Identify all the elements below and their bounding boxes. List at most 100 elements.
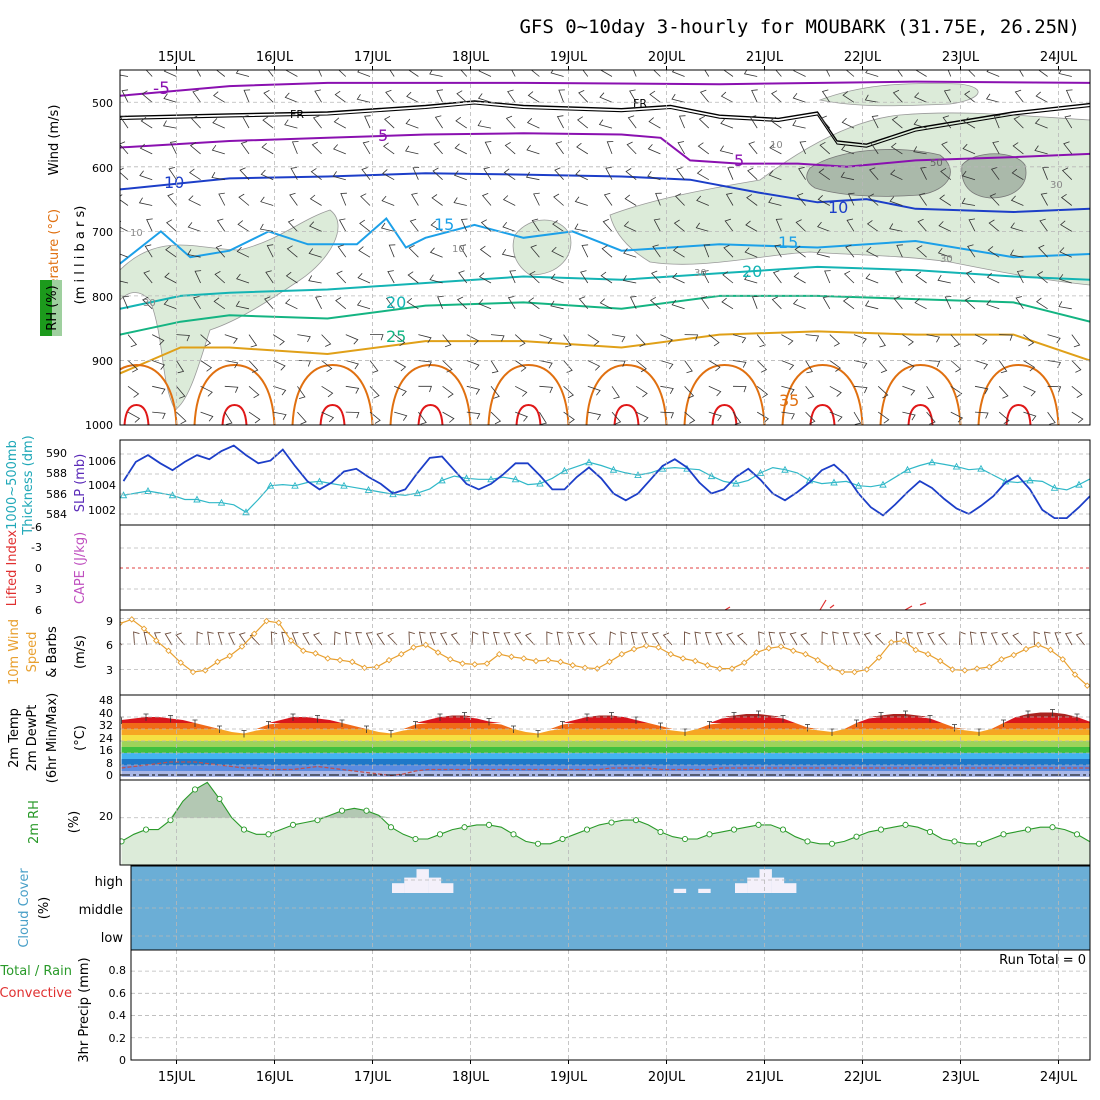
max-temp-tick [878, 712, 884, 720]
wind-barb [1035, 91, 1048, 103]
max-temp-tick [1074, 713, 1080, 721]
wind-barbs [120, 70, 1084, 425]
thickness-marker [781, 465, 789, 473]
wind-barb [539, 334, 553, 344]
wind-barb [563, 360, 573, 373]
surface-wind-barb [556, 631, 564, 646]
wind-barb [756, 360, 768, 373]
rh-contour-label: 30 [694, 268, 707, 279]
wind-barb [1061, 167, 1073, 180]
thickness-marker [952, 462, 961, 470]
wind-barb [539, 385, 553, 394]
surface-wind-barb [1043, 631, 1051, 646]
wind-barb [920, 166, 927, 180]
wind-barb [702, 270, 710, 284]
precip-tick: 0 [119, 1054, 126, 1067]
rh-marker [755, 821, 762, 828]
wind-barb [1065, 89, 1073, 103]
wind-barb [684, 411, 696, 424]
wind-barb [357, 273, 371, 284]
surface-wind-barb [302, 632, 310, 646]
wind-barb [273, 360, 286, 371]
lifted-index-axis: -6 -3 0 3 6 [31, 521, 42, 617]
high-cloud-block [392, 883, 405, 893]
wind-barb [574, 196, 588, 206]
thickness-marker [438, 476, 446, 484]
isotherm-20 [120, 265, 1090, 310]
isotherm-labels: -5 FR FR 5 5 10 10 15 15 20 20 25 35 10 … [130, 79, 1063, 410]
wind-speed-marker [692, 657, 699, 665]
wind-speed-marker [741, 659, 748, 666]
wind-barb [865, 273, 879, 284]
isotherm-40-lobe [417, 403, 444, 425]
thickness-marker [854, 481, 863, 489]
wind-barb [1047, 334, 1061, 344]
wind-barb [144, 244, 153, 258]
cloud-level-low: low [101, 931, 124, 946]
wind-barb [240, 141, 250, 155]
wind-speed-marker [532, 657, 540, 665]
wind-barb [262, 116, 274, 129]
wind-speed-marker [949, 666, 956, 673]
high-cloud-block [404, 877, 417, 893]
max-temp-tick [1001, 719, 1006, 727]
wind-barb [248, 334, 258, 348]
max-temp-tick [780, 715, 786, 723]
wind-barb [311, 141, 322, 155]
wind-barb [599, 92, 613, 103]
slp-tick: 1006 [88, 455, 116, 468]
wind-barb [418, 334, 432, 344]
surface-wind-barb [630, 631, 638, 646]
wind-speed-marker [655, 644, 662, 651]
wind-barb [633, 70, 637, 77]
wind-barb [236, 246, 250, 258]
isotherm-35-lobe [291, 363, 374, 425]
wind-barb [138, 197, 153, 206]
wind-barb [442, 385, 454, 398]
isotherm-label: 15 [778, 233, 798, 252]
wind-barb [120, 74, 129, 77]
thickness-axis-title: 1000~500mb [5, 440, 20, 530]
wind-barb [805, 411, 816, 425]
wind-barb [843, 270, 855, 284]
wind-barb [720, 118, 734, 129]
cloud-cover-axis-label: Cloud Cover [17, 868, 32, 948]
wind-barb [408, 70, 419, 77]
pressure-tick: 1000 [85, 419, 113, 432]
wind-barb [187, 222, 201, 232]
isotherm-35-lobe [389, 363, 472, 425]
wind-barb [732, 360, 747, 368]
wind-barb [771, 296, 782, 310]
rh-marker [412, 835, 419, 843]
wind-speed-marker [777, 643, 785, 650]
rh-30-band [120, 209, 339, 411]
top-date-label: 15JUL [158, 50, 196, 65]
wind-barb [437, 296, 444, 309]
wind-barb [409, 218, 419, 232]
wind-barb [708, 385, 722, 397]
wind-barb [651, 270, 661, 284]
wind-barb [793, 272, 806, 284]
wind-barb [853, 385, 868, 394]
wind-barb [211, 144, 225, 155]
max-temp-tick [217, 725, 222, 733]
wind-barb [533, 192, 540, 206]
wind-barb [601, 245, 613, 258]
wind-speed-marker [1059, 656, 1066, 663]
wind-barb [335, 297, 347, 310]
wind-barb [578, 90, 589, 103]
wind-speed-marker [263, 617, 270, 625]
top-date-label: 16JUL [256, 50, 294, 65]
isotherm-freezing-double [120, 103, 1090, 148]
isotherm-freezing [120, 100, 1090, 145]
wind-barb [817, 221, 830, 232]
wind-barb [214, 271, 226, 284]
wind-speed-marker [630, 645, 638, 653]
max-temp-tick [854, 719, 859, 727]
wind-barb [926, 386, 935, 399]
wind-barb [380, 222, 395, 232]
wind-barb [967, 244, 976, 258]
wind-barb [442, 360, 453, 373]
wind-barb [120, 220, 129, 232]
wind-barb [287, 219, 298, 232]
